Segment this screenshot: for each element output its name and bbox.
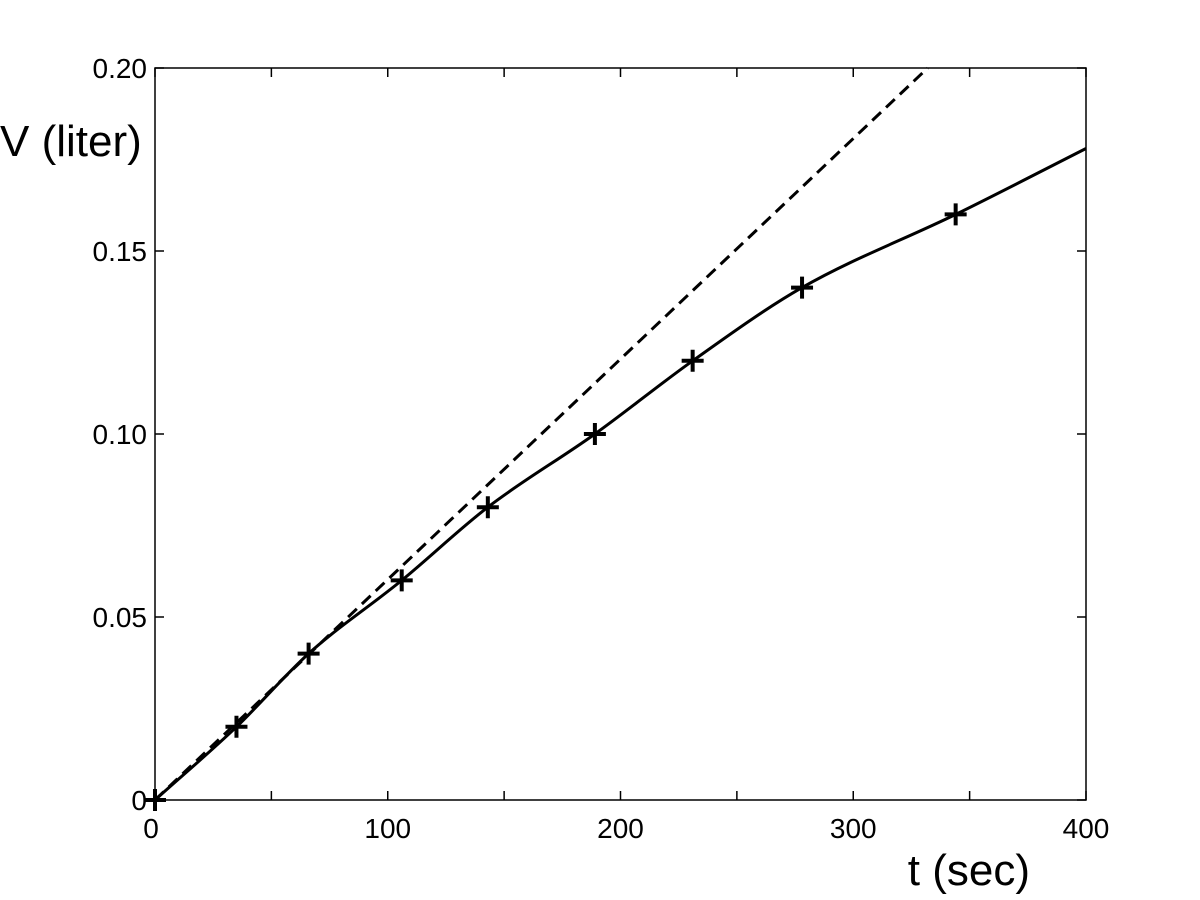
data-point-marker	[476, 496, 499, 519]
data-point-marker	[944, 203, 967, 226]
x-tick-label: 200	[597, 813, 644, 844]
tick-labels: 0 100 200 300 400 0 0.05 0.10 0.15 0.20	[93, 53, 1110, 844]
data-point-marker	[583, 423, 606, 445]
fit-curve-solid	[153, 147, 1087, 802]
y-tick-label: 0.10	[93, 419, 148, 450]
y-tick-label: 0.20	[93, 53, 148, 84]
x-tick-label: 0	[143, 813, 159, 844]
y-tick-label: 0.15	[93, 236, 148, 267]
data-point-marker	[297, 642, 320, 665]
data-point-marker	[791, 276, 814, 299]
y-axis-title: V (liter)	[0, 117, 142, 166]
data-point-marker	[390, 569, 413, 592]
data-point-marker	[144, 789, 166, 811]
x-tick-label: 100	[364, 813, 411, 844]
data-point-marker	[225, 715, 248, 738]
y-tick-label: 0	[131, 785, 147, 816]
data-point-marker	[681, 349, 704, 372]
y-tick-label: 0.05	[93, 602, 148, 633]
series-lines	[153, 66, 1087, 802]
x-tick-label: 400	[1063, 813, 1110, 844]
plot-frame	[154, 67, 1087, 801]
axis-ticks	[154, 67, 1087, 801]
x-axis-title: t (sec)	[908, 846, 1030, 895]
x-tick-label: 300	[830, 813, 877, 844]
series-markers	[144, 203, 967, 811]
initial-slope-dashed	[153, 66, 929, 802]
